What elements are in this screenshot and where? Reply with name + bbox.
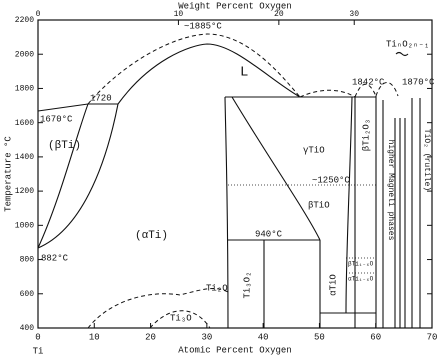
region-label: (αTi) [135,230,168,242]
temperature-label: 940°C [255,229,283,239]
x2-tick-label: 30 [349,10,359,19]
magneli-lines [394,98,421,328]
x-tick-label: 20 [145,332,156,342]
region-label: Ti₃O₂ [242,271,252,298]
x-tick-label: 50 [314,332,325,342]
temperature-label: ~1250°C [312,175,350,185]
y-axis-title: Temperature °C [3,136,13,212]
x-tick-label: 60 [370,332,381,342]
x-tick-label: 40 [258,332,269,342]
x-start-label: Ti [33,346,44,356]
y-tick-label: 1800 [15,85,34,94]
region-label: TiO₂ (rutile) [422,129,431,191]
region-label: (βTi) [48,140,81,152]
region-label: γTiO [303,145,325,155]
x-tick-label: 0 [35,332,40,342]
x-tick-label: 30 [201,332,212,342]
top-axis-title: Weight Percent Oxygen [178,1,291,11]
plot-frame [37,19,433,329]
ti3o-dome [149,310,211,329]
temperature-label: 1842°C [352,77,385,87]
region-label: βTi₁₋ₓO [348,261,374,268]
y-tick-label: 2200 [15,16,34,25]
beta-transus [37,103,89,249]
x-tick-label: 70 [427,332,438,342]
y-tick-label: 1200 [15,187,34,196]
tilde [395,51,409,57]
region-label: TiₙO₂ₙ₋₁ [386,39,429,49]
region-label: Ti₃O [170,313,192,323]
alpha-ti-boundary [224,96,229,329]
liquidus-dashed [87,33,301,105]
temperature-label: 882°C [41,253,69,263]
y-tick-label: 1600 [15,119,34,128]
y-tick-label: 400 [20,324,35,333]
peritectic-line [37,103,118,112]
temperature-label: 1720 [90,93,112,103]
y-tick-label: 800 [20,256,35,265]
gamma-tio-right [345,96,353,314]
region-label: αTi₁₋ₓO [348,276,374,283]
x2-tick-label: 10 [174,10,184,19]
y-tick-label: 600 [20,290,35,299]
ti2o-dome [87,288,229,329]
annotations: L (βTi) (αTi) 1670°C 1720 ~1885°C 882°C … [40,21,435,323]
x-axis-title: Atomic Percent Oxygen [178,345,291,355]
region-label: αTiO [328,274,338,296]
y-tick-label: 1000 [15,221,34,230]
region-label: higher Magneli phases [386,140,395,241]
region-label: βTiO [308,200,330,210]
liquidus-dashed-right [299,82,399,98]
y-tick-label: 1400 [15,153,34,162]
temperature-label: 1870°C [402,77,435,87]
alpha-boundary [37,103,119,249]
region-label: L [240,65,248,81]
temperature-label: 1670°C [40,114,73,124]
region-label: βTi₂O₃ [361,119,371,151]
x2-tick-label: 20 [274,10,284,19]
liquidus [117,43,301,105]
x2-tick-label: 0 [36,10,41,19]
y-tick-label: 2000 [15,50,34,59]
phase-boundaries [37,33,421,329]
region-label: Ti₂O [206,283,228,293]
gamma-tio-left [231,96,321,241]
x-tick-label: 10 [89,332,100,342]
low-temp-boxes [228,239,376,328]
dotted-tio [346,257,376,274]
temperature-label: ~1885°C [184,21,222,31]
ti2o3-lines [354,96,384,328]
